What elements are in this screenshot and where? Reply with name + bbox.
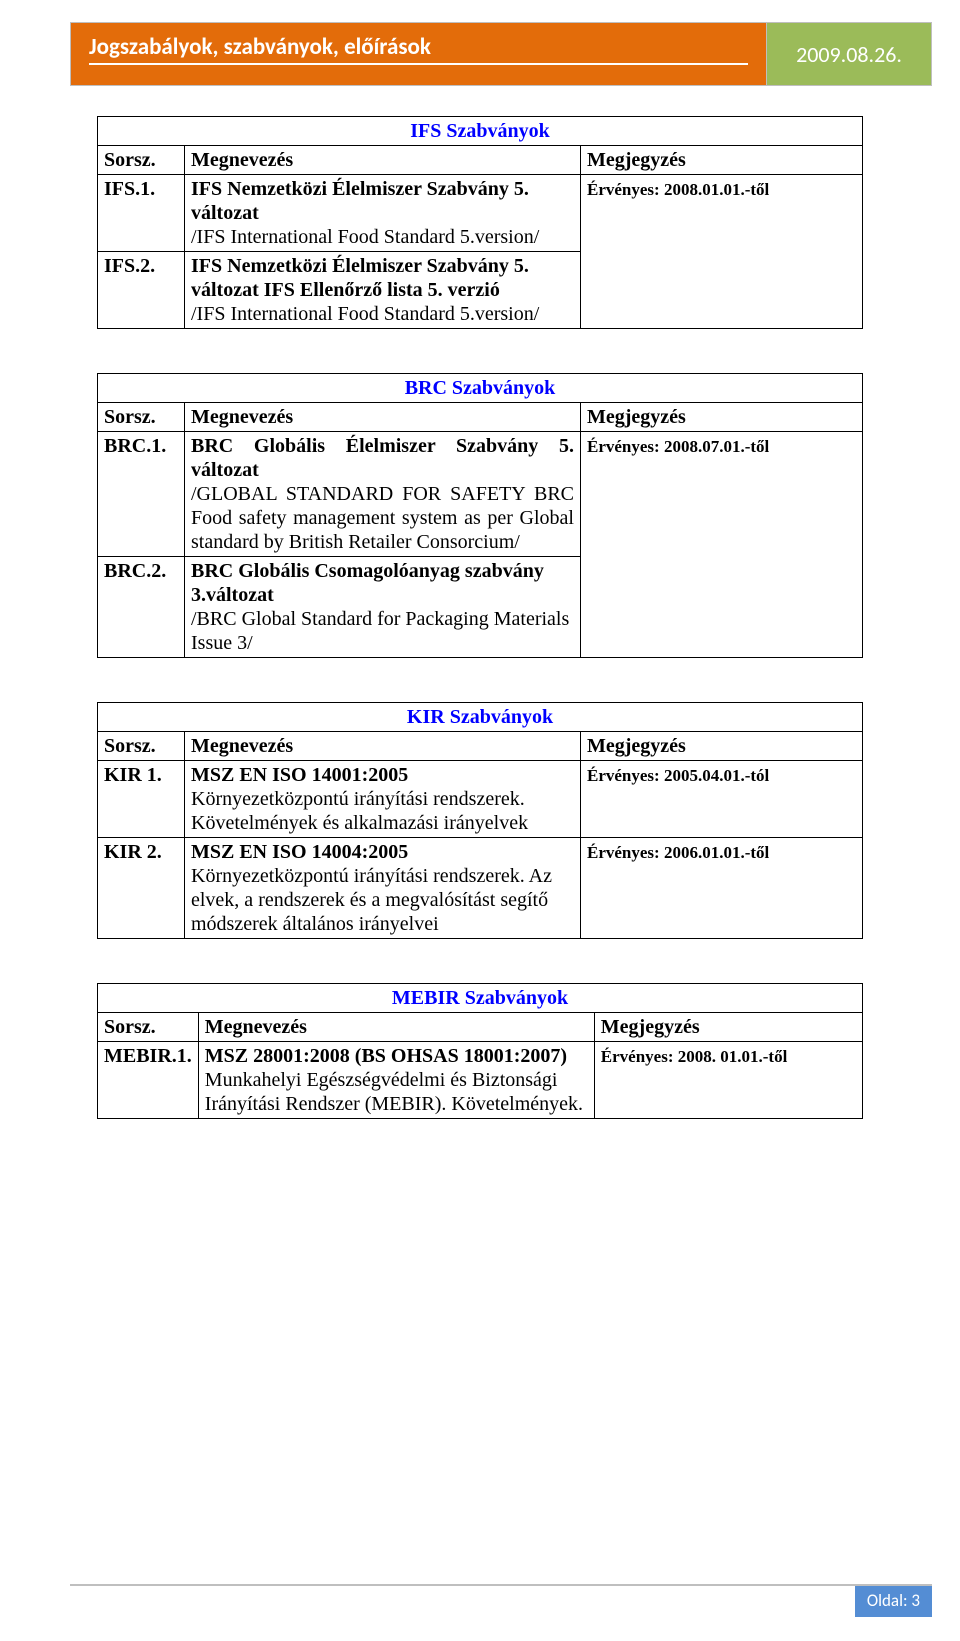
row-name-rest: /IFS International Food Standard 5.versi… <box>191 303 539 325</box>
header: Jogszabályok, szabványok, előírások 2009… <box>70 22 932 86</box>
row-note: Érvényes: 2008.01.01.-től <box>581 175 863 329</box>
row-id: BRC.1. <box>98 432 185 557</box>
col-name: Megnevezés <box>185 403 581 432</box>
row-name-bold: IFS Nemzetközi Élelmiszer Szabvány 5. vá… <box>191 255 529 301</box>
row-name-rest: /GLOBAL STANDARD FOR SAFETY BRC Food saf… <box>191 483 574 553</box>
brc-table: BRC Szabványok Sorsz. Megnevezés Megjegy… <box>97 373 863 658</box>
page: Jogszabályok, szabványok, előírások 2009… <box>0 22 960 1641</box>
row-note: Érvényes: 2005.04.01.-tól <box>581 761 863 838</box>
row-note: Érvényes: 2008.07.01.-től <box>581 432 863 658</box>
row-name-bold: MSZ EN ISO 14001:2005 <box>191 764 408 786</box>
table-title: MEBIR Szabványok <box>98 984 863 1013</box>
footer: Oldal: 3 <box>855 1584 932 1617</box>
row-note: Érvényes: 2008. 01.01.-től <box>594 1042 862 1119</box>
col-note: Megjegyzés <box>581 732 863 761</box>
table-title-row: BRC Szabványok <box>98 374 863 403</box>
table-header-row: Sorsz. Megnevezés Megjegyzés <box>98 146 863 175</box>
row-name-rest: Munkahelyi Egészségvédelmi és Biztonsági… <box>205 1069 583 1115</box>
row-name: MSZ 28001:2008 (BS OHSAS 18001:2007) Mun… <box>198 1042 594 1119</box>
mebir-table: MEBIR Szabványok Sorsz. Megnevezés Megje… <box>97 983 863 1119</box>
row-name: IFS Nemzetközi Élelmiszer Szabvány 5. vá… <box>185 252 581 329</box>
row-note-text: Érvényes: 2005.04.01.-tól <box>587 766 769 785</box>
page-number-badge: Oldal: 3 <box>855 1584 932 1617</box>
table-title-row: KIR Szabványok <box>98 703 863 732</box>
row-id: IFS.2. <box>98 252 185 329</box>
row-name: IFS Nemzetközi Élelmiszer Szabvány 5. vá… <box>185 175 581 252</box>
table-header-row: Sorsz. Megnevezés Megjegyzés <box>98 732 863 761</box>
row-note-text: Érvényes: 2006.01.01.-től <box>587 843 769 862</box>
header-title-bar: Jogszabályok, szabványok, előírások <box>70 22 767 86</box>
header-rule <box>89 63 748 65</box>
table-title-row: MEBIR Szabványok <box>98 984 863 1013</box>
table-title: BRC Szabványok <box>98 374 863 403</box>
row-name-bold: MSZ EN ISO 14004:2005 <box>191 841 408 863</box>
col-ssz: Sorsz. <box>98 1013 199 1042</box>
table-header-row: Sorsz. Megnevezés Megjegyzés <box>98 1013 863 1042</box>
col-note: Megjegyzés <box>581 146 863 175</box>
table-row: MEBIR.1. MSZ 28001:2008 (BS OHSAS 18001:… <box>98 1042 863 1119</box>
content: IFS Szabványok Sorsz. Megnevezés Megjegy… <box>0 86 960 1119</box>
row-name: BRC Globális Élelmiszer Szabvány 5. vált… <box>185 432 581 557</box>
col-ssz: Sorsz. <box>98 146 185 175</box>
row-name-bold: MSZ 28001:2008 (BS OHSAS 18001:2007) <box>205 1045 567 1067</box>
row-name-bold: BRC Globális Élelmiszer Szabvány 5. vált… <box>191 435 574 481</box>
row-note-text: Érvényes: 2008. 01.01.-től <box>601 1047 788 1066</box>
row-id: IFS.1. <box>98 175 185 252</box>
table-title-row: IFS Szabványok <box>98 117 863 146</box>
row-note-text: Érvényes: 2008.07.01.-től <box>587 437 769 456</box>
col-ssz: Sorsz. <box>98 403 185 432</box>
ifs-table: IFS Szabványok Sorsz. Megnevezés Megjegy… <box>97 116 863 329</box>
col-note: Megjegyzés <box>581 403 863 432</box>
row-id: KIR 1. <box>98 761 185 838</box>
col-note: Megjegyzés <box>594 1013 862 1042</box>
row-name-rest: /BRC Global Standard for Packaging Mater… <box>191 608 569 654</box>
table-title: IFS Szabványok <box>98 117 863 146</box>
row-name-rest: Környezetközpontú irányítási rendszerek.… <box>191 788 528 834</box>
kir-table: KIR Szabványok Sorsz. Megnevezés Megjegy… <box>97 702 863 939</box>
col-name: Megnevezés <box>185 146 581 175</box>
header-date-box: 2009.08.26. <box>767 22 932 86</box>
col-ssz: Sorsz. <box>98 732 185 761</box>
footer-rule <box>70 1584 932 1586</box>
header-date: 2009.08.26. <box>796 41 902 68</box>
table-row: BRC.1. BRC Globális Élelmiszer Szabvány … <box>98 432 863 557</box>
row-name-rest: /IFS International Food Standard 5.versi… <box>191 226 539 248</box>
col-name: Megnevezés <box>185 732 581 761</box>
row-note: Érvényes: 2006.01.01.-től <box>581 838 863 939</box>
row-name: MSZ EN ISO 14004:2005 Környezetközpontú … <box>185 838 581 939</box>
row-id: MEBIR.1. <box>98 1042 199 1119</box>
row-note-text: Érvényes: 2008.01.01.-től <box>587 180 769 199</box>
row-name-rest: Környezetközpontú irányítási rendszerek.… <box>191 865 552 935</box>
row-name: BRC Globális Csomagolóanyag szabvány 3.v… <box>185 557 581 658</box>
row-name: MSZ EN ISO 14001:2005 Környezetközpontú … <box>185 761 581 838</box>
row-name-bold: BRC Globális Csomagolóanyag szabvány 3.v… <box>191 560 544 606</box>
table-row: IFS.1. IFS Nemzetközi Élelmiszer Szabván… <box>98 175 863 252</box>
table-row: KIR 2. MSZ EN ISO 14004:2005 Környezetkö… <box>98 838 863 939</box>
table-row: KIR 1. MSZ EN ISO 14001:2005 Környezetkö… <box>98 761 863 838</box>
page-number: Oldal: 3 <box>867 1590 920 1611</box>
row-id: BRC.2. <box>98 557 185 658</box>
row-name-bold: IFS Nemzetközi Élelmiszer Szabvány 5. vá… <box>191 178 529 224</box>
header-title: Jogszabályok, szabványok, előírások <box>89 33 431 61</box>
table-title: KIR Szabványok <box>98 703 863 732</box>
table-header-row: Sorsz. Megnevezés Megjegyzés <box>98 403 863 432</box>
col-name: Megnevezés <box>198 1013 594 1042</box>
row-id: KIR 2. <box>98 838 185 939</box>
